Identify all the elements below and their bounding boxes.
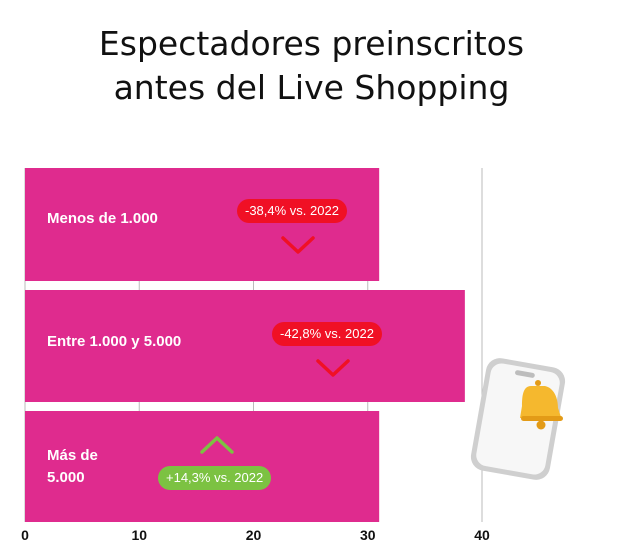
change-badge-1: -42,8% vs. 2022 (272, 322, 382, 346)
category-label-0: Menos de 1.000 (47, 210, 158, 227)
chevron-down-icon (281, 236, 315, 254)
category-label-2: Más de 5.000 (47, 447, 98, 486)
x-tick-label-2: 20 (245, 527, 262, 543)
chevron-down-icon (316, 359, 350, 377)
chart-title: Espectadores preinscritos antes del Live… (0, 22, 623, 110)
category-label-1: Entre 1.000 y 5.000 (47, 333, 182, 350)
bar-0 (25, 168, 380, 281)
smartphone-bell-icon (470, 358, 566, 480)
x-tick-label-1: 10 (131, 527, 148, 543)
bar-1 (25, 290, 465, 402)
change-badge-0: -38,4% vs. 2022 (237, 199, 347, 223)
bars (25, 168, 465, 522)
change-badge-2: +14,3% vs. 2022 (158, 466, 272, 490)
x-tick-label-3: 30 (359, 527, 376, 543)
x-tick-label-4: 40 (474, 527, 490, 543)
title-line-2: antes del Live Shopping (113, 68, 510, 107)
trend-chevrons (200, 236, 350, 454)
chevron-up-icon (200, 436, 234, 454)
x-tick-label-0: 0 (21, 527, 29, 543)
title-line-1: Espectadores preinscritos (98, 24, 525, 63)
